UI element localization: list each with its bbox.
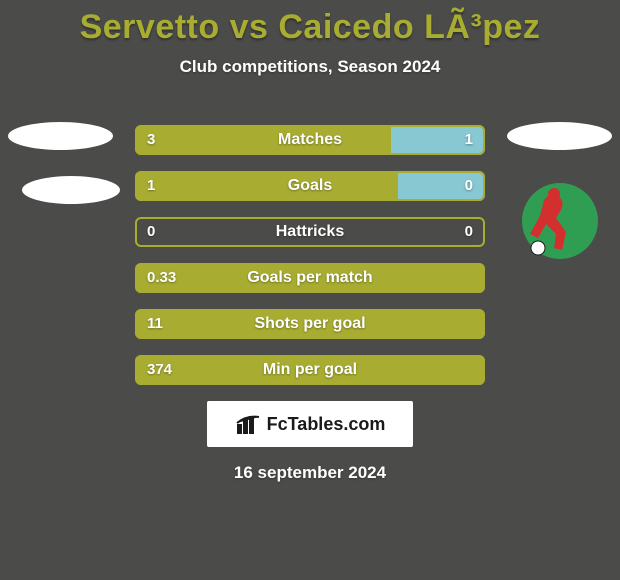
bar-value-left: 374 <box>135 355 184 385</box>
bar-row: Hattricks0 0 <box>135 217 485 247</box>
page-title: Servetto vs Caicedo LÃ³pez <box>0 0 620 47</box>
bar-value-left: 11 <box>135 309 175 339</box>
bar-label: Hattricks <box>135 217 485 247</box>
bar-row: Goals1 0 <box>135 171 485 201</box>
bar-value-left: 0 <box>135 217 167 247</box>
comparison-infographic: Servetto vs Caicedo LÃ³pez Club competit… <box>0 0 620 580</box>
page-subtitle: Club competitions, Season 2024 <box>0 57 620 77</box>
team-badge-icon <box>498 178 598 264</box>
brand-badge: FcTables.com <box>207 401 413 447</box>
bar-label: Shots per goal <box>135 309 485 339</box>
bar-row: Min per goal374 <box>135 355 485 385</box>
bar-label: Goals <box>135 171 485 201</box>
bar-row: Shots per goal11 <box>135 309 485 339</box>
bar-value-left: 0.33 <box>135 263 188 293</box>
bar-row: Goals per match0.33 <box>135 263 485 293</box>
bar-value-right: 0 <box>453 171 485 201</box>
avatar-right-ellipse <box>507 122 612 150</box>
bar-value-left: 1 <box>135 171 167 201</box>
chart-icon <box>235 413 261 435</box>
footer-date: 16 september 2024 <box>0 463 620 483</box>
bar-value-right: 0 <box>453 217 485 247</box>
avatar-left-ellipse-1 <box>8 122 113 150</box>
bar-label: Min per goal <box>135 355 485 385</box>
bar-label: Matches <box>135 125 485 155</box>
brand-text: FcTables.com <box>267 414 386 435</box>
bar-row: Matches3 1 <box>135 125 485 155</box>
bar-value-right: 1 <box>453 125 485 155</box>
comparison-bars: Matches31Goals10Hattricks00Goals per mat… <box>135 125 485 385</box>
avatar-left-ellipse-2 <box>22 176 120 204</box>
bar-value-left: 3 <box>135 125 167 155</box>
